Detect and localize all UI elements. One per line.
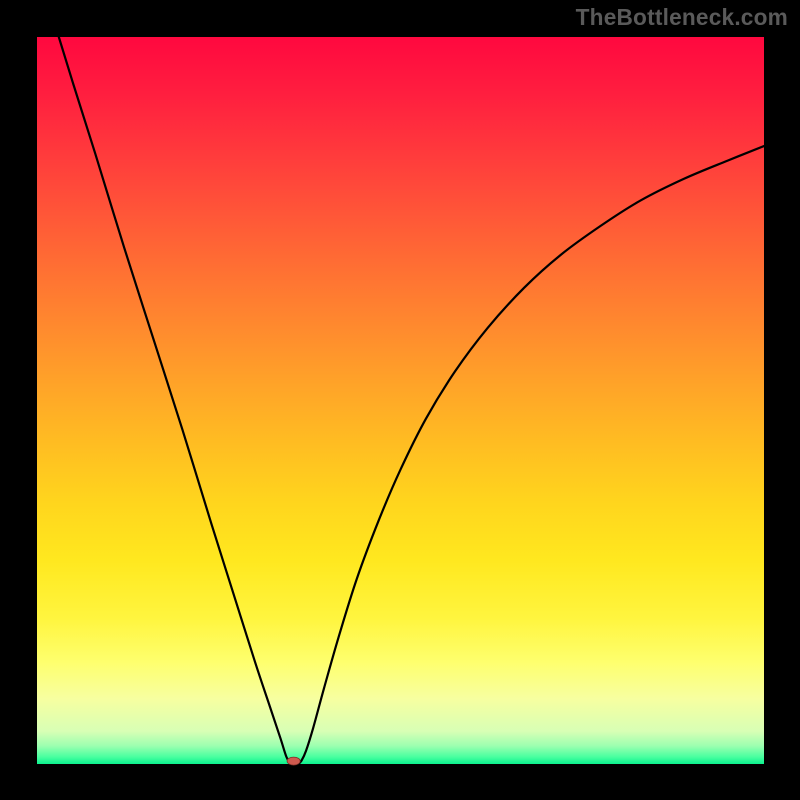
watermark-text: TheBottleneck.com <box>576 4 788 31</box>
chart-svg <box>0 0 800 800</box>
chart-stage: TheBottleneck.com <box>0 0 800 800</box>
plot-background-gradient <box>37 37 764 764</box>
bottleneck-minimum-marker <box>287 757 300 765</box>
